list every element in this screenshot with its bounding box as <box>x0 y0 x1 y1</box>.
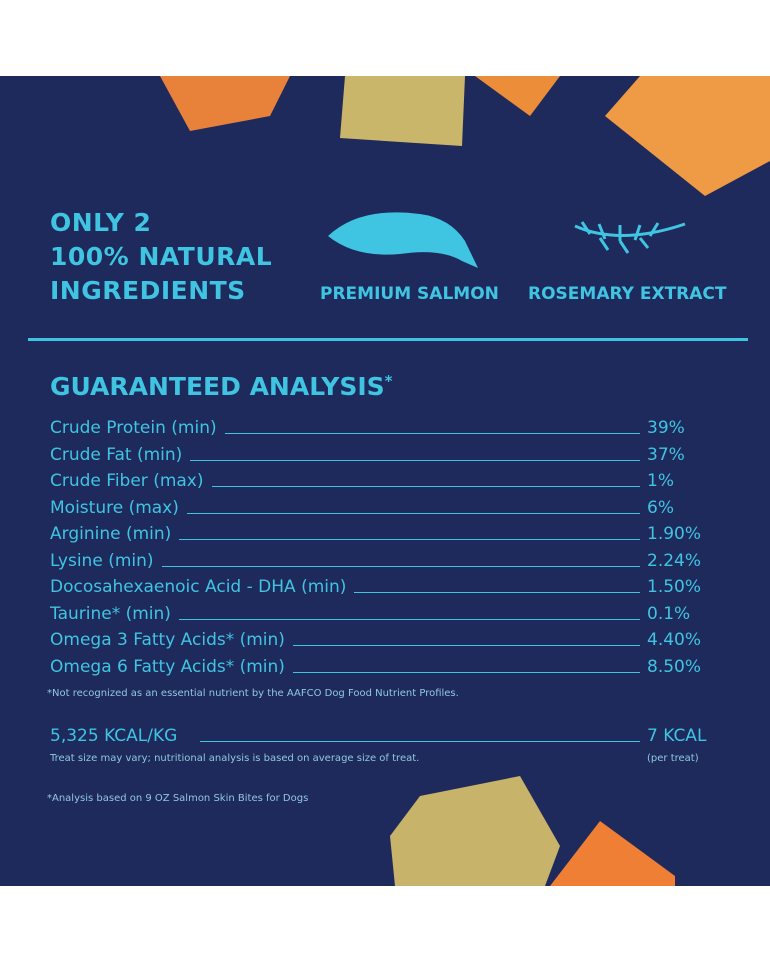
analysis-row: Crude Fat (min) 37% <box>50 445 710 471</box>
nutrient-label: Crude Fiber (max) <box>50 471 204 491</box>
fish-icon <box>328 212 478 268</box>
nutrient-value: 1.90% <box>647 524 702 544</box>
analysis-row: Arginine (min) 1.90% <box>50 524 710 550</box>
panel: ONLY 2 100% NATURAL INGREDIENTS PREMIUM … <box>0 76 770 886</box>
rosemary-icon <box>574 221 686 254</box>
nutrient-value: 4.40% <box>647 630 702 650</box>
nutrient-label: Docosahexaenoic Acid - DHA (min) <box>50 577 347 597</box>
salmon-piece <box>550 821 675 886</box>
nutrient-value: 1.50% <box>647 577 702 597</box>
nutrient-value: 0.1% <box>647 603 691 624</box>
divider <box>28 338 748 341</box>
nutrient-value: 39% <box>647 418 685 438</box>
ingredient: ROSEMARY EXTRACT <box>528 284 727 304</box>
leader-line <box>225 433 640 434</box>
skin-piece <box>340 76 465 146</box>
nutrient-label: Moisture (max) <box>50 497 179 518</box>
ingredient: PREMIUM SALMON <box>320 284 499 304</box>
analysis-row: Omega 3 Fatty Acids* (min) 4.40% <box>50 630 710 656</box>
footnote: *Not recognized as an essential nutrient… <box>47 688 459 699</box>
calorie-value: 7 KCAL <box>647 726 707 746</box>
nutrient-value: 37% <box>647 444 685 465</box>
leader-line <box>293 645 640 646</box>
calorie-note: Treat size may vary; nutritional analysi… <box>50 753 420 764</box>
salmon-piece <box>160 76 290 131</box>
nutrient-label: Omega 6 Fatty Acids* (min) <box>50 656 285 677</box>
nutrient-label: Arginine (min) <box>50 524 172 544</box>
nutrient-label: Omega 3 Fatty Acids* (min) <box>50 630 285 650</box>
analysis-row: Docosahexaenoic Acid - DHA (min) 1.50% <box>50 577 710 603</box>
analysis-row: Lysine (min) 2.24% <box>50 551 710 577</box>
analysis-row: Moisture (max) 6% <box>50 498 710 524</box>
calorie-row: 5,325 KCAL/KG 7 KCAL <box>50 726 710 752</box>
analysis-title: GUARANTEED ANALYSIS* <box>50 372 393 401</box>
leader-line <box>212 486 640 487</box>
nutrient-label: Crude Fat (min) <box>50 444 183 465</box>
leader-line <box>162 565 640 567</box>
decorations <box>28 76 770 886</box>
salmon-piece <box>475 76 560 116</box>
analysis-row: Crude Protein (min) 39% <box>50 418 710 444</box>
leader-line <box>187 512 640 514</box>
analysis-row: Omega 6 Fatty Acids* (min) 8.50% <box>50 657 710 683</box>
nutrient-value: 8.50% <box>647 656 702 677</box>
nutrient-value: 6% <box>647 497 674 518</box>
bottom-note: *Analysis based on 9 OZ Salmon Skin Bite… <box>47 793 309 804</box>
nutrient-value: 1% <box>647 471 674 491</box>
title-line: ONLY 2 <box>50 208 152 237</box>
value-note: (per treat) <box>647 753 699 764</box>
leader-line <box>293 671 640 673</box>
nutrient-label: Taurine* (min) <box>50 603 171 624</box>
calorie-label: 5,325 KCAL/KG <box>50 726 178 746</box>
leader-line <box>179 539 640 540</box>
analysis-row: Taurine* (min) 0.1% <box>50 604 710 630</box>
leader-line <box>354 592 640 593</box>
nutrient-label: Lysine (min) <box>50 550 154 571</box>
nutrient-label: Crude Protein (min) <box>50 418 217 438</box>
title-line: INGREDIENTS <box>50 276 246 305</box>
nutrient-value: 2.24% <box>647 550 702 571</box>
title-mark: * <box>384 372 393 390</box>
skin-piece <box>390 776 560 886</box>
leader-line <box>190 459 640 461</box>
leader-line <box>179 618 640 620</box>
title-line: 100% NATURAL <box>50 242 273 271</box>
analysis-title-text: GUARANTEED ANALYSIS <box>50 372 385 401</box>
salmon-piece <box>605 76 770 196</box>
analysis-row: Crude Fiber (max) 1% <box>50 471 710 497</box>
leader-line <box>200 741 640 742</box>
